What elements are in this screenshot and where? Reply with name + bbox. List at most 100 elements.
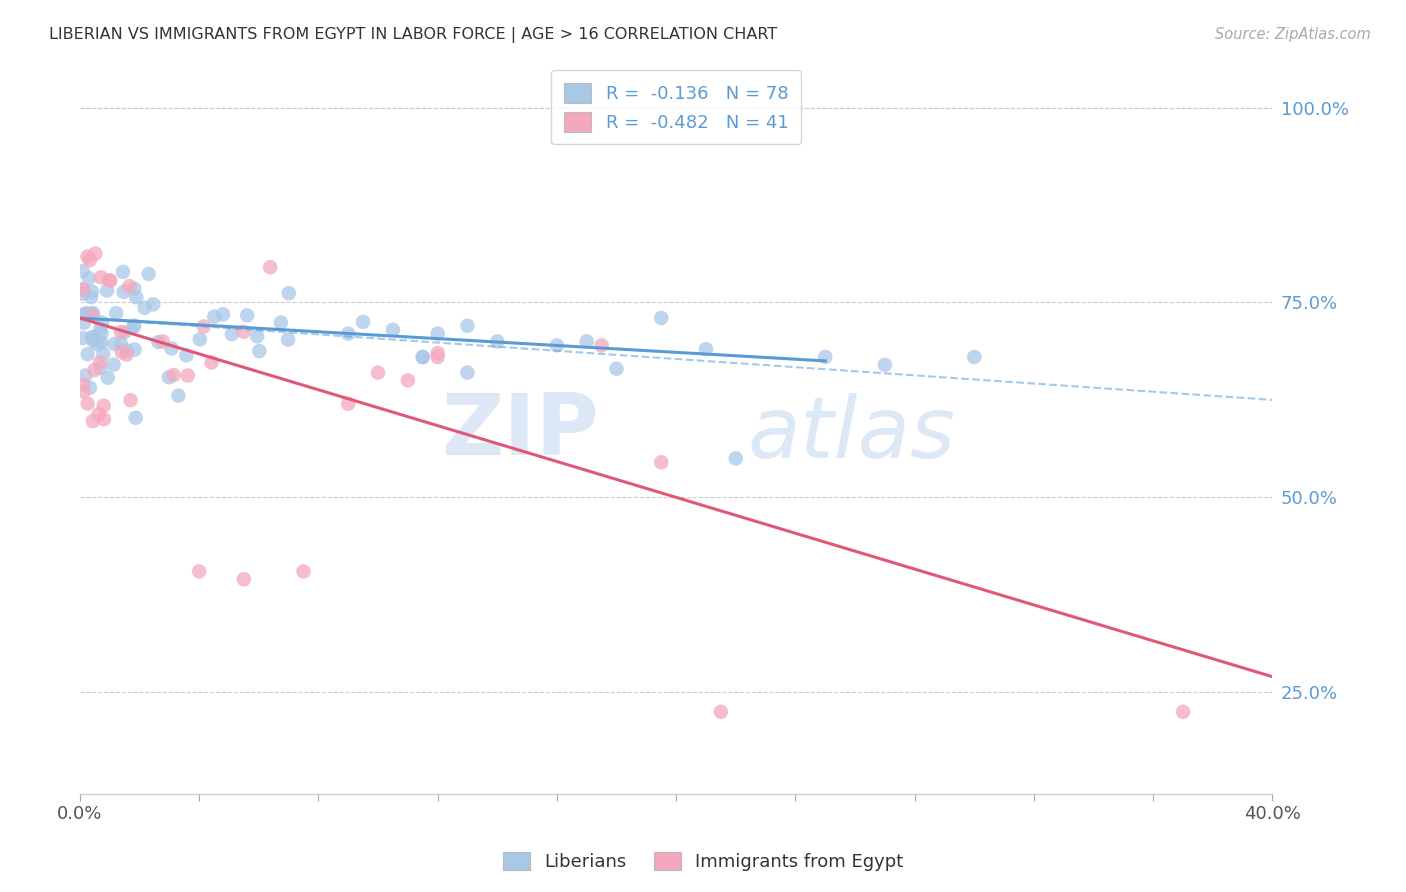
Point bbox=[118, 279, 141, 293]
Point bbox=[236, 309, 259, 323]
Point bbox=[111, 265, 134, 279]
Point bbox=[96, 284, 118, 298]
Point bbox=[412, 350, 434, 364]
Point bbox=[72, 264, 94, 278]
Point bbox=[412, 350, 434, 364]
Point bbox=[270, 316, 292, 330]
Point bbox=[112, 326, 135, 340]
Point bbox=[115, 348, 138, 362]
Point bbox=[112, 285, 135, 299]
Point bbox=[80, 330, 103, 344]
Point bbox=[1171, 705, 1194, 719]
Point bbox=[82, 334, 104, 348]
Point bbox=[426, 326, 449, 341]
Point bbox=[72, 308, 94, 322]
Point bbox=[89, 321, 111, 335]
Point bbox=[426, 350, 449, 364]
Point bbox=[177, 368, 200, 383]
Point bbox=[710, 705, 733, 719]
Point bbox=[232, 325, 254, 339]
Point bbox=[80, 307, 103, 321]
Text: atlas: atlas bbox=[748, 393, 956, 476]
Point bbox=[76, 250, 98, 264]
Point bbox=[167, 388, 190, 402]
Point bbox=[84, 246, 107, 260]
Point bbox=[122, 318, 145, 333]
Point bbox=[72, 384, 94, 399]
Point bbox=[97, 370, 120, 384]
Point bbox=[212, 307, 235, 321]
Point bbox=[82, 306, 104, 320]
Point bbox=[426, 346, 449, 360]
Point bbox=[367, 366, 389, 380]
Point bbox=[873, 358, 896, 372]
Point bbox=[91, 347, 114, 361]
Point bbox=[575, 334, 598, 349]
Point bbox=[105, 306, 128, 320]
Legend: R =  -0.136   N = 78, R =  -0.482   N = 41: R = -0.136 N = 78, R = -0.482 N = 41 bbox=[551, 70, 801, 145]
Point bbox=[93, 412, 115, 426]
Point bbox=[292, 565, 315, 579]
Point bbox=[152, 334, 174, 349]
Point bbox=[80, 290, 103, 304]
Point bbox=[337, 397, 360, 411]
Point bbox=[221, 327, 243, 342]
Point bbox=[77, 271, 100, 285]
Point bbox=[337, 326, 360, 341]
Point bbox=[87, 337, 110, 351]
Point bbox=[591, 338, 613, 352]
Point bbox=[486, 334, 509, 349]
Legend: Liberians, Immigrants from Egypt: Liberians, Immigrants from Egypt bbox=[495, 845, 911, 879]
Point bbox=[122, 320, 145, 334]
Point bbox=[91, 315, 114, 329]
Point bbox=[963, 350, 986, 364]
Point bbox=[103, 337, 125, 351]
Point bbox=[650, 455, 672, 469]
Point bbox=[246, 329, 269, 343]
Point bbox=[142, 297, 165, 311]
Point bbox=[814, 350, 837, 364]
Point bbox=[176, 348, 198, 362]
Point bbox=[193, 319, 215, 334]
Point bbox=[120, 393, 142, 408]
Point bbox=[188, 565, 211, 579]
Text: Source: ZipAtlas.com: Source: ZipAtlas.com bbox=[1215, 27, 1371, 42]
Point bbox=[138, 267, 160, 281]
Point bbox=[352, 315, 374, 329]
Point bbox=[456, 366, 478, 380]
Point bbox=[650, 311, 672, 326]
Text: ZIP: ZIP bbox=[441, 390, 599, 473]
Point bbox=[75, 306, 97, 320]
Point bbox=[110, 325, 132, 339]
Point bbox=[125, 290, 148, 304]
Point bbox=[110, 336, 132, 351]
Point bbox=[546, 338, 568, 352]
Point bbox=[100, 274, 122, 288]
Point bbox=[72, 377, 94, 392]
Point bbox=[83, 363, 105, 377]
Point bbox=[124, 410, 146, 425]
Point bbox=[72, 286, 94, 301]
Point bbox=[79, 381, 101, 395]
Point bbox=[79, 253, 101, 268]
Point bbox=[695, 343, 717, 357]
Point bbox=[72, 282, 94, 296]
Point bbox=[82, 414, 104, 428]
Point bbox=[79, 307, 101, 321]
Point bbox=[277, 333, 299, 347]
Point bbox=[188, 332, 211, 346]
Point bbox=[162, 368, 184, 382]
Point bbox=[90, 335, 112, 350]
Point bbox=[75, 368, 97, 383]
Point bbox=[115, 343, 138, 358]
Point bbox=[73, 316, 96, 330]
Point bbox=[76, 347, 98, 361]
Point bbox=[124, 343, 146, 357]
Point bbox=[72, 331, 94, 345]
Point bbox=[247, 344, 270, 359]
Point bbox=[724, 451, 747, 466]
Point bbox=[456, 318, 478, 333]
Point bbox=[200, 355, 222, 369]
Point bbox=[89, 355, 111, 369]
Point bbox=[93, 399, 115, 413]
